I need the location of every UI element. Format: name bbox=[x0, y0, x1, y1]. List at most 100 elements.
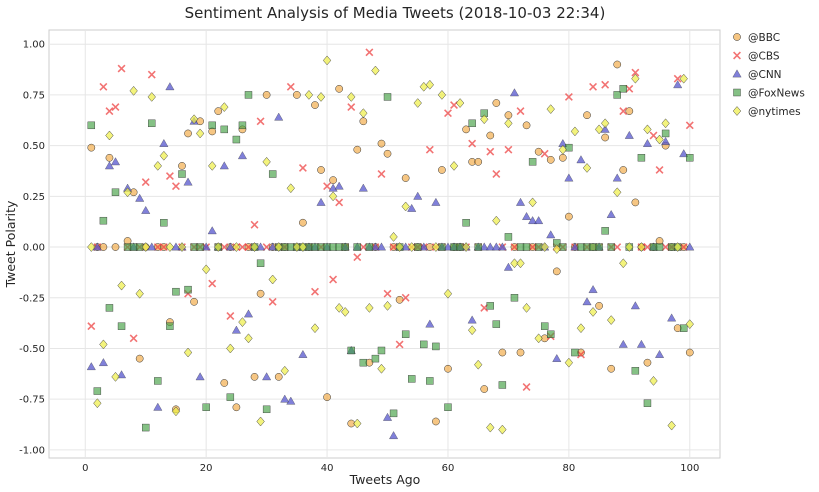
data-point bbox=[141, 242, 150, 252]
data-point bbox=[219, 161, 229, 170]
data-point bbox=[431, 197, 441, 206]
data-point bbox=[298, 350, 308, 358]
data-point bbox=[528, 158, 537, 166]
data-point bbox=[383, 289, 392, 298]
data-point bbox=[160, 219, 168, 227]
data-point bbox=[480, 385, 489, 393]
data-point bbox=[564, 357, 574, 368]
data-point bbox=[625, 107, 634, 115]
data-point bbox=[612, 173, 622, 182]
data-point bbox=[619, 166, 628, 174]
data-point bbox=[208, 279, 217, 288]
data-point bbox=[655, 350, 665, 358]
data-point bbox=[528, 216, 538, 224]
data-point bbox=[480, 303, 489, 312]
legend-marker bbox=[733, 88, 741, 97]
data-point bbox=[498, 424, 507, 435]
data-point bbox=[237, 151, 247, 160]
data-point bbox=[280, 365, 289, 376]
x-tick-label: 20 bbox=[200, 463, 213, 474]
data-point bbox=[582, 163, 592, 173]
data-point bbox=[141, 206, 151, 214]
data-point bbox=[462, 219, 470, 227]
legend-label: @CNN bbox=[748, 69, 782, 81]
data-point bbox=[528, 197, 537, 208]
data-point bbox=[582, 297, 592, 306]
data-point bbox=[87, 242, 96, 252]
data-point bbox=[383, 93, 392, 101]
data-point bbox=[347, 92, 356, 102]
data-point bbox=[546, 104, 555, 114]
legend: @BBC @CBS @CNN @FoxNews @nytimes bbox=[732, 32, 805, 118]
data-point bbox=[522, 243, 531, 251]
data-point bbox=[256, 259, 265, 267]
legend-marker bbox=[732, 106, 742, 116]
data-point bbox=[166, 322, 174, 330]
data-point bbox=[359, 358, 368, 367]
data-point bbox=[491, 242, 501, 251]
data-point bbox=[207, 226, 217, 235]
data-point bbox=[93, 387, 102, 395]
data-point bbox=[341, 307, 350, 317]
data-point bbox=[310, 323, 320, 334]
data-point bbox=[334, 181, 344, 190]
data-point bbox=[238, 121, 247, 130]
data-point bbox=[486, 422, 495, 433]
data-point bbox=[147, 70, 156, 79]
x-tick-label: 100 bbox=[680, 463, 699, 474]
data-point bbox=[679, 73, 688, 84]
data-point bbox=[153, 161, 162, 171]
data-point bbox=[462, 125, 470, 134]
data-point bbox=[534, 147, 543, 156]
data-point bbox=[165, 82, 175, 91]
data-point bbox=[492, 170, 501, 178]
data-point bbox=[262, 405, 271, 414]
data-point bbox=[655, 165, 664, 174]
data-point bbox=[220, 102, 229, 112]
data-point bbox=[643, 358, 652, 367]
data-point bbox=[607, 364, 616, 373]
data-point bbox=[250, 242, 259, 252]
data-point bbox=[685, 348, 694, 357]
data-point bbox=[522, 383, 531, 391]
data-point bbox=[576, 350, 585, 359]
data-point bbox=[171, 406, 181, 417]
data-point bbox=[522, 212, 532, 220]
data-point bbox=[341, 243, 349, 251]
data-point bbox=[359, 108, 368, 119]
data-point bbox=[425, 319, 435, 328]
data-point bbox=[226, 393, 235, 401]
data-point bbox=[492, 215, 501, 226]
data-point bbox=[353, 418, 362, 429]
data-point bbox=[117, 370, 126, 379]
data-point bbox=[129, 334, 138, 343]
data-point bbox=[105, 304, 114, 312]
data-point bbox=[492, 320, 501, 328]
x-tick-label: 80 bbox=[563, 463, 576, 474]
data-point bbox=[111, 103, 120, 112]
data-point bbox=[565, 212, 573, 221]
data-point bbox=[214, 242, 223, 252]
data-point bbox=[377, 363, 386, 374]
data-point bbox=[183, 347, 193, 358]
data-point bbox=[443, 288, 453, 299]
data-point bbox=[232, 403, 241, 412]
data-point bbox=[87, 121, 96, 130]
data-point bbox=[268, 297, 277, 306]
data-point bbox=[183, 177, 193, 186]
data-point bbox=[105, 107, 114, 116]
data-point bbox=[438, 166, 446, 174]
data-point bbox=[589, 82, 598, 91]
data-point bbox=[92, 242, 102, 251]
legend-label: @nytimes bbox=[748, 106, 801, 118]
data-point bbox=[347, 346, 355, 355]
data-point bbox=[395, 340, 404, 349]
data-point bbox=[165, 172, 174, 181]
data-point bbox=[154, 377, 162, 385]
data-point bbox=[359, 117, 368, 126]
data-point bbox=[322, 55, 332, 66]
data-point bbox=[673, 74, 682, 83]
data-point bbox=[504, 145, 513, 154]
data-point bbox=[268, 170, 277, 178]
y-tick-label: 0.50 bbox=[23, 141, 45, 152]
